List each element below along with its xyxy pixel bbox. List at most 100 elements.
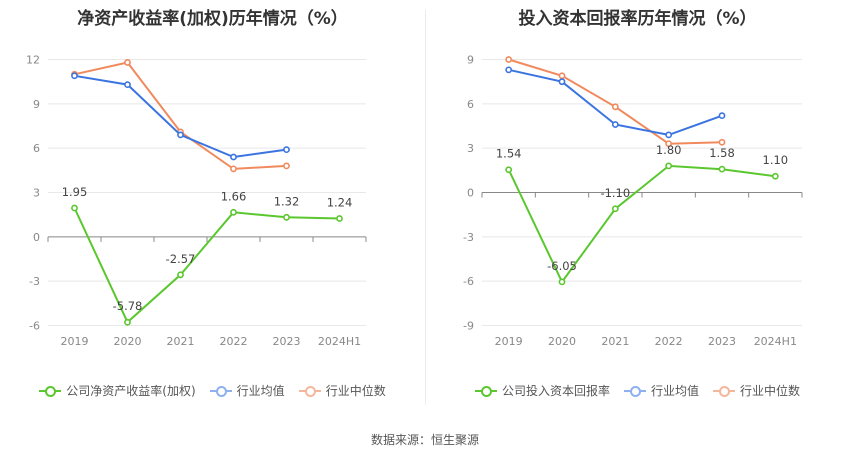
data-point [283, 213, 290, 221]
x-tick-label: 2024H1 [754, 335, 797, 348]
legend-label: 行业均值 [650, 384, 699, 398]
y-tick-label: 0 [33, 231, 40, 244]
roe-chart-panel: 净资产收益率(加权)历年情况（%） -6 -3 0 3 6 9 12 2019 2020 2021… [0, 0, 425, 415]
legend-line-marker-icon [474, 385, 497, 397]
data-label: 1.95 [62, 185, 88, 199]
data-point [124, 81, 131, 89]
legend-line-marker-icon [713, 385, 735, 397]
data-label: -1.10 [600, 186, 630, 200]
y-tick-label: 12 [26, 54, 40, 67]
data-point [558, 72, 566, 80]
data-point [558, 278, 566, 286]
series-line [508, 58, 723, 145]
legend-item-company[interactable]: 公司净资产收益率(加权) [39, 382, 196, 399]
legend-item-mean[interactable]: 行业均值 [623, 382, 699, 399]
legend-label: 公司投入资本回报率 [501, 384, 610, 398]
data-point [718, 138, 726, 146]
legend-line-marker-icon [623, 385, 646, 397]
data-point [505, 166, 513, 174]
chart-title: 净资产收益率(加权)历年情况（%） [77, 9, 348, 29]
data-point [230, 153, 237, 161]
y-tick-label: 9 [467, 54, 474, 67]
data-label: 1.58 [709, 146, 735, 160]
roe-chart-plot: -6 -3 0 3 6 9 12 2019 2020 2021 2022 2023 2024H1 1.95… [26, 54, 367, 348]
data-point [718, 112, 726, 120]
data-point [611, 121, 619, 128]
legend-line-marker-icon [298, 385, 321, 397]
y-tick-label: 3 [33, 187, 40, 200]
data-point [124, 318, 131, 326]
legend-item-median[interactable]: 行业中位数 [298, 382, 386, 399]
x-tick-label: 2022 [655, 335, 683, 348]
data-point [71, 72, 78, 80]
x-tick-label: 2019 [495, 335, 523, 348]
series-line [73, 207, 340, 324]
data-point [611, 103, 619, 111]
data-point [665, 162, 673, 170]
x-tick-label: 2021 [167, 335, 195, 348]
legend-item-company[interactable]: 公司投入资本回报率 [474, 382, 610, 399]
series-line [74, 74, 287, 159]
data-label: 1.24 [327, 196, 353, 210]
x-tick-label: 2024H1 [318, 335, 361, 348]
data-point [665, 131, 673, 139]
y-tick-label: 6 [33, 142, 40, 155]
data-source-note: 数据来源：恒生聚源 [370, 433, 479, 447]
data-point [336, 215, 343, 222]
data-point [283, 162, 290, 170]
data-point [283, 146, 290, 154]
y-tick-label: 0 [467, 187, 474, 200]
y-tick-label: -6 [463, 275, 474, 288]
legend-item-median[interactable]: 行业中位数 [713, 382, 800, 399]
y-tick-label: -3 [463, 231, 474, 244]
series-line [74, 61, 287, 170]
legend-line-marker-icon [39, 385, 62, 397]
data-point [505, 56, 513, 63]
data-label: -2.57 [166, 252, 196, 266]
data-point [611, 205, 619, 213]
y-tick-label: 3 [467, 142, 474, 155]
data-point [665, 140, 673, 148]
x-tick-label: 2019 [61, 335, 89, 348]
legend-label: 行业中位数 [325, 384, 386, 398]
legend-label: 行业均值 [236, 384, 285, 398]
x-tick-label: 2023 [273, 335, 301, 348]
legend-item-mean[interactable]: 行业均值 [209, 382, 285, 399]
x-tick-label: 2022 [220, 335, 248, 348]
y-tick-label: 9 [33, 98, 40, 111]
x-tick-label: 2020 [548, 335, 576, 348]
roic-chart-plot: -9 -6 -3 0 3 6 9 2019 2020 2021 2022 2023 2024H1 1.54… [463, 54, 803, 348]
x-tick-label: 2021 [601, 335, 629, 348]
y-tick-label: -6 [29, 320, 40, 333]
legend-label: 行业中位数 [740, 384, 801, 398]
data-point [230, 208, 237, 216]
data-label: 1.80 [656, 143, 682, 157]
legend-label: 公司净资产收益率(加权) [66, 384, 196, 398]
data-label: -6.05 [547, 259, 577, 273]
chart-legend: 公司投入资本回报率 行业均值 行业中位数 [425, 382, 850, 399]
data-point [124, 59, 131, 66]
data-point [177, 131, 184, 139]
chart-legend: 公司净资产收益率(加权) 行业均值 行业中位数 [0, 382, 425, 399]
data-point [177, 271, 184, 279]
x-tick-label: 2023 [708, 335, 736, 348]
data-point [505, 66, 513, 74]
panel-divider [425, 10, 426, 405]
y-tick-label: 6 [467, 98, 474, 111]
roic-chart-panel: 投入资本回报率历年情况（%） -9 -6 -3 0 3 6 9 2019 2020 2021 202… [425, 0, 850, 415]
data-label: 1.66 [221, 189, 247, 203]
legend-line-marker-icon [209, 385, 232, 397]
data-label: 1.32 [274, 194, 300, 208]
data-point [230, 165, 237, 173]
data-label: -5.78 [113, 299, 143, 313]
data-label: 1.54 [496, 147, 522, 161]
data-label: 1.10 [763, 153, 789, 167]
data-point [558, 78, 566, 86]
data-point [718, 165, 726, 173]
y-tick-label: -3 [29, 275, 40, 288]
data-point [71, 204, 78, 212]
x-tick-label: 2020 [114, 335, 142, 348]
y-tick-label: -9 [463, 320, 474, 333]
chart-title: 投入资本回报率历年情况（%） [518, 9, 757, 29]
series-line [507, 164, 776, 284]
